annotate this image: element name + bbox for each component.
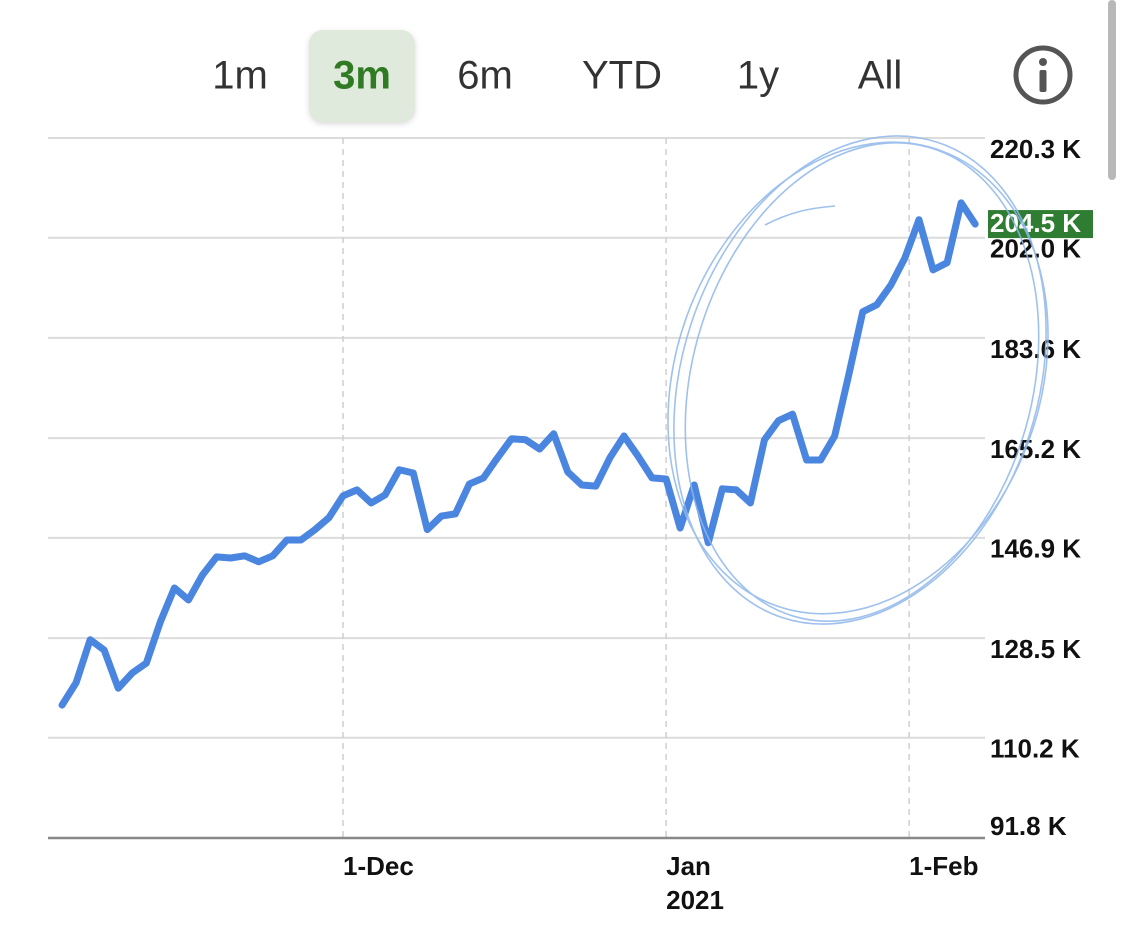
tab-label: YTD: [582, 54, 662, 98]
x-tick-label: 1-Feb: [909, 851, 978, 881]
y-tick-label: 110.2 K: [990, 734, 1080, 764]
current-value-badge: [988, 210, 1093, 239]
y-tick-label: 202.0 K: [990, 234, 1081, 264]
range-tabs: 1m 3m 6m YTD 1y All: [212, 30, 902, 122]
range-tab[interactable]: 3m: [309, 30, 415, 122]
chart: 220.3 K 202.0 K 183.6 K 165.2 K 146.9 K 128.5…: [48, 134, 1093, 915]
tab-label: All: [858, 54, 902, 98]
x-tick-label: Jan: [666, 851, 711, 881]
range-tab[interactable]: 1m: [212, 54, 268, 98]
range-tab[interactable]: All: [858, 54, 902, 98]
annotation-circle: [673, 135, 1047, 625]
y-tick-label: 146.9 K: [990, 534, 1081, 564]
tab-label: 6m: [457, 54, 513, 98]
annotation-stroke: [764, 205, 836, 226]
x-tick-label: 2021: [666, 885, 724, 915]
info-icon-stem: [1039, 70, 1047, 92]
tab-label: 3m: [333, 54, 391, 98]
annotation-circle: [667, 141, 1049, 615]
y-tick-label: 128.5 K: [990, 634, 1081, 664]
selected-tab-bg: [309, 30, 415, 122]
info-icon: [1013, 45, 1073, 105]
y-tick-label: 91.8 K: [990, 811, 1067, 841]
price-line: [58, 199, 979, 709]
current-value-label: 204.5 K: [990, 208, 1081, 238]
scrollbar[interactable]: [1108, 0, 1116, 180]
info-icon-dot: [1039, 58, 1047, 66]
y-tick-label: 165.2 K: [990, 434, 1081, 464]
range-tab[interactable]: 1y: [737, 54, 779, 98]
x-tick-label: 1-Dec: [343, 851, 414, 881]
info-button[interactable]: [1013, 45, 1073, 105]
hand-drawn-annotation: [667, 135, 1049, 625]
range-tab[interactable]: 6m: [457, 54, 513, 98]
tab-label: 1y: [737, 54, 779, 98]
range-tab[interactable]: YTD: [582, 54, 662, 98]
y-tick-label: 220.3 K: [990, 134, 1081, 164]
y-tick-label: 183.6 K: [990, 334, 1081, 364]
tab-label: 1m: [212, 54, 268, 98]
